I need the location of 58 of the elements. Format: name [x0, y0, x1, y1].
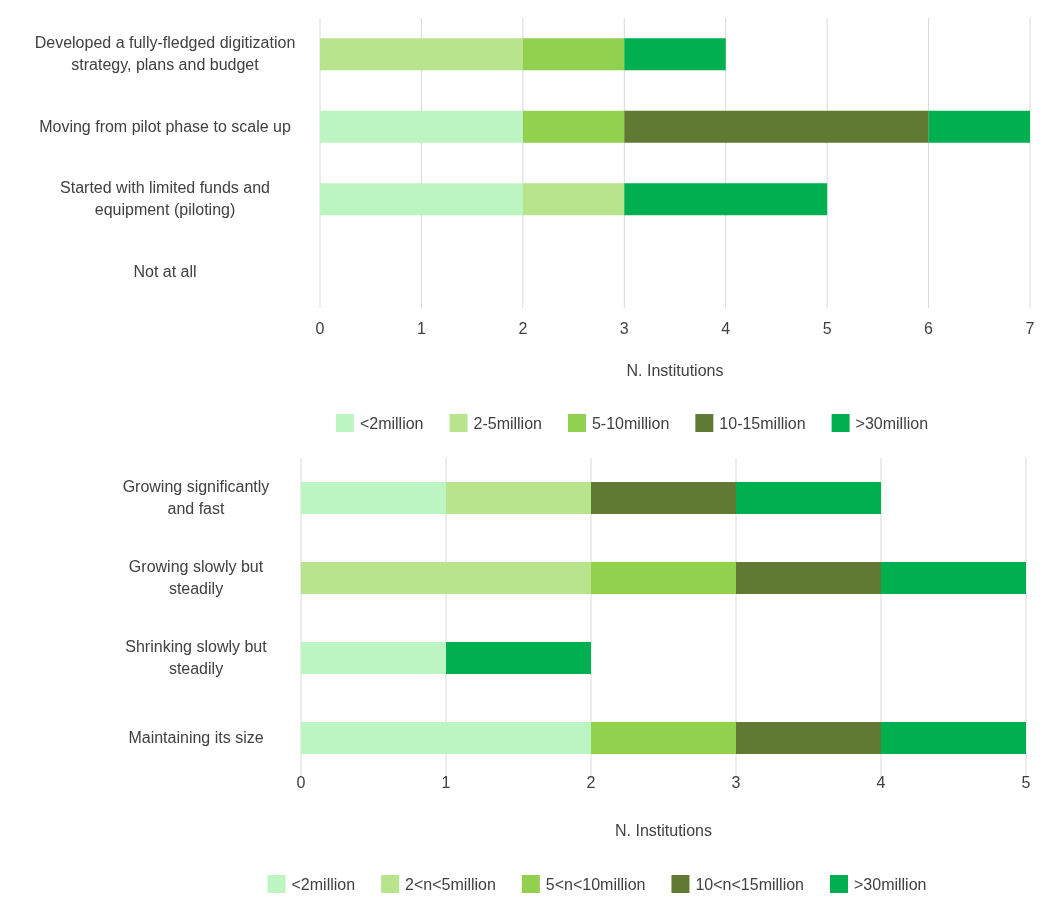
bar: [736, 722, 881, 754]
bar: [320, 110, 523, 143]
legend-label: >30million: [855, 415, 929, 432]
bar: [301, 642, 446, 674]
x-tick-label: 3: [731, 774, 741, 791]
x-tick-label: 5: [1021, 774, 1031, 791]
x-axis-title: N. Institutions: [615, 822, 712, 839]
y-tick-label: Not at all: [133, 262, 197, 280]
y-tick-label: Moving from pilot phase to scale up: [39, 117, 291, 135]
x-tick-label: 6: [924, 320, 934, 337]
bar: [591, 482, 736, 514]
bar: [522, 38, 625, 71]
legend-label: 10<n<15million: [695, 876, 804, 893]
y-tick-label: Maintaining its size: [128, 729, 264, 746]
x-tick-label: 0: [315, 320, 325, 337]
x-tick-label: 1: [441, 774, 451, 791]
bar: [736, 562, 881, 594]
bar: [301, 482, 446, 514]
bar: [624, 183, 828, 216]
x-tick-label: 1: [416, 320, 426, 337]
x-tick-label: 7: [1025, 320, 1035, 337]
y-tick-label: Shrinking slowly but steadily: [125, 638, 268, 677]
legend-label: <2million: [291, 876, 356, 893]
x-tick-label: 2: [518, 320, 528, 337]
x-tick-label: 4: [876, 774, 886, 791]
legend-label: 2<n<5million: [405, 876, 496, 893]
legend-label: 10-15million: [719, 415, 806, 432]
bar: [446, 642, 591, 674]
bar: [522, 183, 625, 216]
x-tick-label: 3: [619, 320, 629, 337]
bar: [736, 482, 881, 514]
bar: [928, 110, 1030, 143]
x-tick-label: 4: [721, 320, 731, 337]
x-axis-title: N. Institutions: [626, 362, 724, 379]
bar: [624, 38, 726, 71]
x-tick-label: 0: [296, 774, 306, 791]
y-tick-label: Started with limited funds and equipment (piloting): [60, 179, 270, 219]
x-tick-label: 5: [822, 320, 832, 337]
legend-label: 5-10million: [591, 415, 670, 432]
legend-label: 5<n<10million: [545, 876, 646, 893]
y-tick-label: Growing slowly but steadily: [128, 558, 264, 597]
bar: [320, 38, 523, 71]
x-tick-label: 2: [586, 774, 596, 791]
bar: [301, 562, 591, 594]
bar: [591, 722, 736, 754]
legend-label: <2million: [359, 415, 424, 432]
legend-label: 2-5million: [473, 415, 542, 432]
bar: [881, 722, 1026, 754]
bar: [446, 482, 591, 514]
y-tick-label: Growing significantly and fast: [122, 478, 270, 517]
bar: [591, 562, 736, 594]
y-tick-label: Developed a fully-fledged digitization strategy, plans and budget: [34, 34, 296, 74]
bar: [624, 110, 929, 143]
bar: [522, 110, 625, 143]
legend-label: >30million: [853, 876, 927, 893]
bar: [320, 183, 523, 216]
bar: [881, 562, 1026, 594]
bar: [301, 722, 591, 754]
